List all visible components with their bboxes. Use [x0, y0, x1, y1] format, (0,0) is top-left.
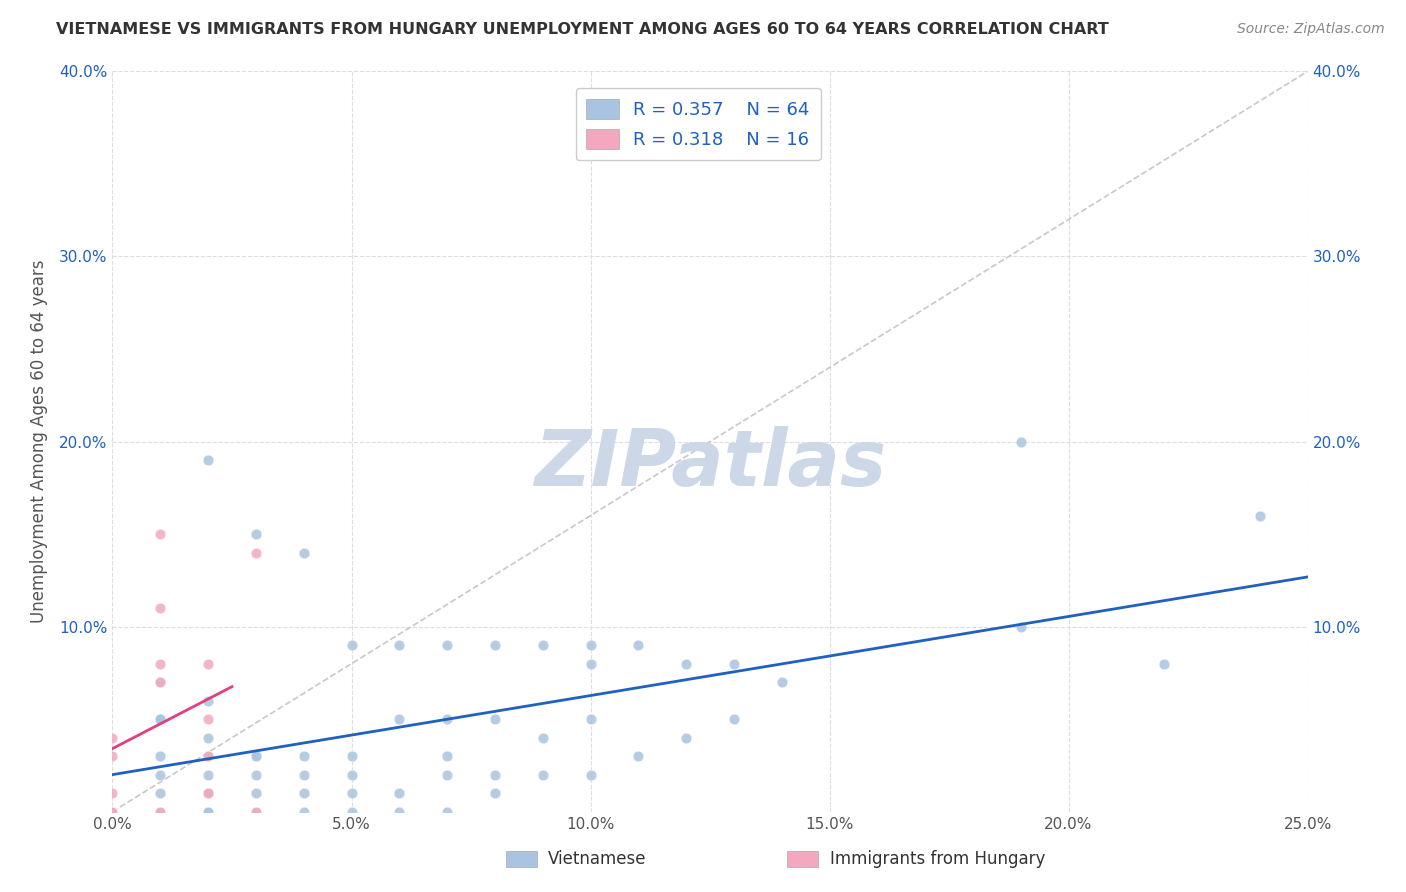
Point	[149, 601, 172, 615]
Point	[245, 749, 267, 764]
Point	[484, 638, 506, 652]
Point	[340, 786, 363, 800]
Point	[579, 657, 602, 671]
Legend: R = 0.357    N = 64, R = 0.318    N = 16: R = 0.357 N = 64, R = 0.318 N = 16	[575, 87, 821, 161]
Point	[197, 786, 219, 800]
Point	[197, 805, 219, 819]
Point	[1249, 508, 1271, 523]
Point	[245, 786, 267, 800]
Point	[245, 767, 267, 781]
Point	[436, 767, 458, 781]
Point	[149, 786, 172, 800]
Point	[101, 805, 124, 819]
Point	[436, 749, 458, 764]
Point	[149, 675, 172, 690]
Point	[388, 712, 411, 726]
Point	[197, 749, 219, 764]
Point	[149, 749, 172, 764]
Text: Vietnamese: Vietnamese	[548, 850, 647, 868]
Point	[770, 675, 793, 690]
Point	[436, 805, 458, 819]
Point	[149, 805, 172, 819]
Point	[149, 805, 172, 819]
Point	[197, 694, 219, 708]
Point	[484, 767, 506, 781]
Point	[723, 657, 745, 671]
Point	[149, 767, 172, 781]
Point	[388, 786, 411, 800]
Point	[197, 786, 219, 800]
Point	[101, 749, 124, 764]
Point	[579, 767, 602, 781]
Point	[149, 675, 172, 690]
Point	[484, 712, 506, 726]
Point	[579, 638, 602, 652]
Text: ZIPatlas: ZIPatlas	[534, 425, 886, 502]
Point	[292, 545, 315, 560]
Point	[292, 749, 315, 764]
Point	[675, 657, 697, 671]
Point	[723, 712, 745, 726]
Point	[101, 786, 124, 800]
Point	[1010, 619, 1032, 633]
Point	[149, 527, 172, 541]
Point	[388, 638, 411, 652]
Point	[197, 805, 219, 819]
Point	[245, 545, 267, 560]
Point	[197, 453, 219, 467]
Point	[436, 638, 458, 652]
Point	[245, 527, 267, 541]
Point	[531, 767, 554, 781]
Point	[292, 805, 315, 819]
Point	[340, 638, 363, 652]
Point	[531, 638, 554, 652]
Text: Immigrants from Hungary: Immigrants from Hungary	[830, 850, 1045, 868]
Point	[340, 767, 363, 781]
Y-axis label: Unemployment Among Ages 60 to 64 years: Unemployment Among Ages 60 to 64 years	[30, 260, 48, 624]
Point	[149, 712, 172, 726]
Point	[340, 749, 363, 764]
Point	[197, 749, 219, 764]
Point	[340, 805, 363, 819]
Point	[627, 749, 650, 764]
Point	[197, 657, 219, 671]
Point	[245, 749, 267, 764]
Point	[531, 731, 554, 745]
Point	[245, 805, 267, 819]
Point	[101, 731, 124, 745]
Point	[292, 786, 315, 800]
Point	[245, 805, 267, 819]
Point	[579, 712, 602, 726]
Point	[149, 657, 172, 671]
Point	[197, 712, 219, 726]
Point	[292, 767, 315, 781]
Point	[197, 786, 219, 800]
Point	[388, 805, 411, 819]
Point	[1010, 434, 1032, 449]
Point	[197, 767, 219, 781]
Point	[627, 638, 650, 652]
Text: Source: ZipAtlas.com: Source: ZipAtlas.com	[1237, 22, 1385, 37]
Point	[101, 805, 124, 819]
Point	[149, 712, 172, 726]
Point	[484, 786, 506, 800]
Text: VIETNAMESE VS IMMIGRANTS FROM HUNGARY UNEMPLOYMENT AMONG AGES 60 TO 64 YEARS COR: VIETNAMESE VS IMMIGRANTS FROM HUNGARY UN…	[56, 22, 1109, 37]
Point	[101, 805, 124, 819]
Point	[436, 712, 458, 726]
Point	[1153, 657, 1175, 671]
Point	[675, 731, 697, 745]
Point	[197, 731, 219, 745]
